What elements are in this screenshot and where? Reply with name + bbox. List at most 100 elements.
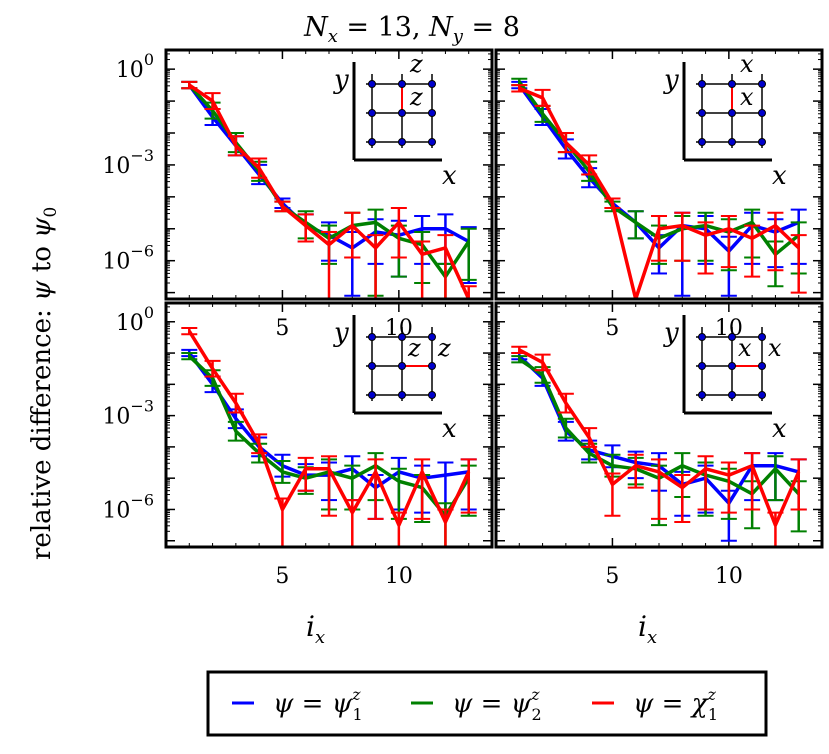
lattice-site — [758, 80, 766, 88]
legend-box — [206, 670, 768, 737]
title-sub-y: y — [452, 26, 464, 47]
title-eq2: = 8 — [463, 12, 520, 43]
x-tick-label: 5 — [605, 564, 619, 589]
ylabel-text: relative difference: — [27, 301, 57, 560]
lattice-inset: y x zz — [333, 50, 457, 191]
legend-2-sub: 1 — [708, 705, 718, 724]
legend-0-rhs: ψ — [332, 689, 353, 719]
y-tick-base: 10 — [116, 58, 144, 83]
lattice-site — [428, 391, 436, 399]
xlabel-left-sub: x — [315, 627, 325, 648]
y-tick-base: 10 — [102, 498, 130, 523]
legend-0-lhs: ψ — [273, 689, 294, 719]
legend-entry-blue: ψ = ψz 1 — [273, 685, 363, 724]
y-tick-exp: 0 — [144, 303, 154, 322]
legend-1-sub: 2 — [532, 705, 542, 724]
inset-axis-x-label: x — [442, 161, 457, 191]
inset-label-right: x — [768, 334, 782, 362]
inset-axis-y-label: y — [333, 318, 349, 348]
legend-0-eq: = — [293, 689, 331, 719]
title-n2: N — [428, 12, 454, 43]
inset-label-top: z — [409, 50, 423, 78]
lattice-site — [368, 333, 376, 341]
y-tick-label: 100 — [116, 303, 154, 336]
xlabel-right-sub: x — [647, 627, 657, 648]
inset-axis-x-label: x — [772, 414, 787, 444]
y-tick-exp: −6 — [130, 490, 154, 509]
lattice-site — [368, 362, 376, 370]
x-tick-label: 5 — [275, 316, 289, 341]
xlabel-left-main: i — [306, 610, 315, 643]
y-tick-base: 10 — [102, 250, 130, 275]
inset-axis-x-label: x — [772, 161, 787, 191]
series-red — [511, 345, 807, 547]
inset-axis-y-label: y — [663, 318, 679, 348]
legend-1-rhs: ψ — [511, 689, 532, 719]
lattice-site — [368, 80, 376, 88]
inset-label-bottom: z — [409, 83, 423, 111]
x-tick-label: 10 — [385, 564, 413, 589]
y-tick-label: 10−3 — [102, 397, 154, 430]
inset-label-top: x — [740, 50, 754, 78]
y-tick-label: 10−6 — [102, 242, 154, 275]
y-tick-exp: 0 — [144, 50, 154, 69]
lattice-site — [698, 109, 706, 117]
inset-label-left: z — [407, 334, 421, 362]
series-red — [181, 80, 477, 299]
lattice-site — [728, 138, 736, 146]
lattice-site — [698, 391, 706, 399]
inset-label-right: z — [437, 334, 451, 362]
lattice-site — [698, 80, 706, 88]
lattice-site — [368, 138, 376, 146]
x-axis-label-left: ix — [306, 610, 325, 648]
title-n1: N — [303, 12, 329, 43]
lattice-site — [698, 138, 706, 146]
legend-2-rhs: χ — [690, 689, 710, 719]
y-tick-base: 10 — [116, 311, 144, 336]
series-red — [511, 84, 807, 299]
legend-0-sup: z — [351, 685, 361, 704]
y-tick-exp: −3 — [130, 397, 154, 416]
x-tick-label: 5 — [275, 564, 289, 589]
y-tick-base: 10 — [102, 154, 130, 179]
lattice-site — [398, 80, 406, 88]
panel-frame — [494, 301, 824, 549]
legend: ψ = ψz 1 ψ = ψz 2 ψ = χz 1 — [206, 670, 768, 737]
legend-entry-red: ψ = χz 1 — [633, 685, 718, 724]
lattice-site — [398, 333, 406, 341]
inset-axis-x-label: x — [442, 414, 457, 444]
xlabel-right-main: i — [638, 610, 647, 643]
y-axis-label: relative difference: ψ to ψ0 — [27, 207, 61, 560]
ylabel-to: to — [27, 238, 57, 281]
inset-label-bottom: x — [740, 83, 754, 111]
y-tick-label: 100 — [116, 50, 154, 83]
series-line — [187, 330, 471, 527]
lattice-site — [758, 362, 766, 370]
inset-axis-y-label: y — [663, 65, 679, 95]
lattice-site — [428, 333, 436, 341]
lattice-site — [758, 391, 766, 399]
y-tick-exp: −3 — [130, 146, 154, 165]
lattice-site — [758, 138, 766, 146]
ylabel-psi: ψ — [27, 280, 57, 301]
x-tick-label: 5 — [605, 316, 619, 341]
lattice-site — [758, 333, 766, 341]
legend-2-sup: z — [706, 685, 716, 704]
y-tick-label: 10−3 — [102, 146, 154, 179]
panel-frame — [164, 301, 494, 549]
lattice-site — [368, 109, 376, 117]
panel-frame — [494, 48, 824, 301]
legend-1-lhs: ψ — [452, 689, 473, 719]
lattice-site — [728, 391, 736, 399]
figure-title: Nx = 13, Ny = 8 — [303, 12, 520, 47]
inset-axis-y-label: y — [333, 65, 349, 95]
series-line — [188, 83, 471, 299]
ylabel-psi0-sub: 0 — [41, 207, 61, 218]
lattice-site — [428, 362, 436, 370]
